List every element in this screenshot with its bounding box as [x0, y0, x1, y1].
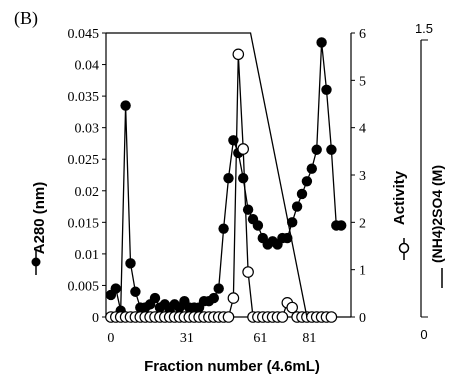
left-tick-label: 0.015 [68, 216, 100, 231]
x-tick-label: 81 [302, 331, 316, 346]
series-right-point [276, 311, 289, 323]
right-tick-label: 5 [359, 74, 366, 89]
series-left-point [208, 292, 219, 304]
series-right-point [232, 48, 245, 61]
series-left-point [130, 286, 141, 297]
series-left-point [242, 204, 254, 215]
series-left-point [326, 144, 337, 155]
series-right-point [222, 311, 235, 323]
x-tick-label: 61 [253, 331, 267, 346]
panel-label: (B) [14, 8, 38, 29]
left-tick-label: 0.04 [75, 59, 100, 74]
series-right-point [325, 311, 338, 323]
left-legend-filled-marker [31, 257, 41, 267]
series-right-point [227, 292, 240, 304]
plot-area [105, 32, 347, 323]
right-tick-label: 6 [359, 27, 366, 42]
series-outer-line [106, 32, 308, 318]
series-left-point [223, 172, 234, 184]
outer-tick-label: 1.5 [415, 21, 433, 36]
axes [102, 32, 428, 322]
series-left-point [291, 201, 303, 212]
series-left-point [311, 144, 322, 155]
series-right-point [242, 266, 254, 278]
series-left-point [296, 188, 308, 200]
left-tick-label: 0.035 [68, 90, 100, 105]
series-left-point [110, 283, 122, 294]
right-tick-label: 1 [359, 264, 366, 279]
series-left-point [120, 100, 131, 111]
right-tick-label: 4 [359, 122, 366, 137]
x-tick-label: 31 [180, 331, 194, 346]
left-tick-label: 0.02 [75, 185, 100, 200]
series-left-point [316, 37, 327, 48]
tick-labels: 0 0.005 0.01 0.015 0.02 0.025 0.03 0.035 0.04 0.0… [68, 21, 434, 346]
right-tick-label: 0 [359, 311, 366, 326]
series-right-line [110, 54, 332, 318]
legend-markers [31, 238, 443, 288]
series-left-point [213, 283, 224, 294]
left-axis-label: A280 (nm) [31, 182, 48, 255]
left-tick-label: 0.045 [68, 27, 100, 42]
series-left-point [336, 220, 347, 231]
series-left-point [252, 220, 264, 231]
right-tick-label: 3 [359, 169, 366, 184]
right-tick-label: 2 [359, 216, 366, 231]
right-axis-label: Activity [391, 170, 408, 225]
series-left-point [125, 258, 136, 269]
series-left-point [282, 232, 293, 244]
right-legend-open-marker [398, 242, 410, 254]
left-tick-label: 0.03 [75, 122, 100, 137]
series-left-point [321, 84, 332, 96]
series-left-point [306, 163, 317, 174]
series-right-point [286, 301, 298, 314]
series-left-point [301, 176, 313, 187]
series-left-point [238, 172, 249, 184]
outer-tick-label: 0 [420, 327, 427, 342]
left-tick-label: 0.01 [75, 248, 100, 263]
series-left-point [218, 223, 229, 234]
series-left-point [287, 217, 298, 228]
x-axis-label: Fraction number (4.6mL) [144, 358, 320, 375]
series-right-point [237, 143, 249, 155]
series-left-point [149, 292, 161, 304]
left-tick-label: 0.005 [68, 279, 100, 294]
left-tick-label: 0.025 [68, 153, 100, 168]
x-tick-label: 0 [107, 331, 114, 346]
outer-axis-label: (NH4)2SO4 (M) [429, 165, 445, 263]
left-tick-label: 0 [92, 311, 99, 326]
